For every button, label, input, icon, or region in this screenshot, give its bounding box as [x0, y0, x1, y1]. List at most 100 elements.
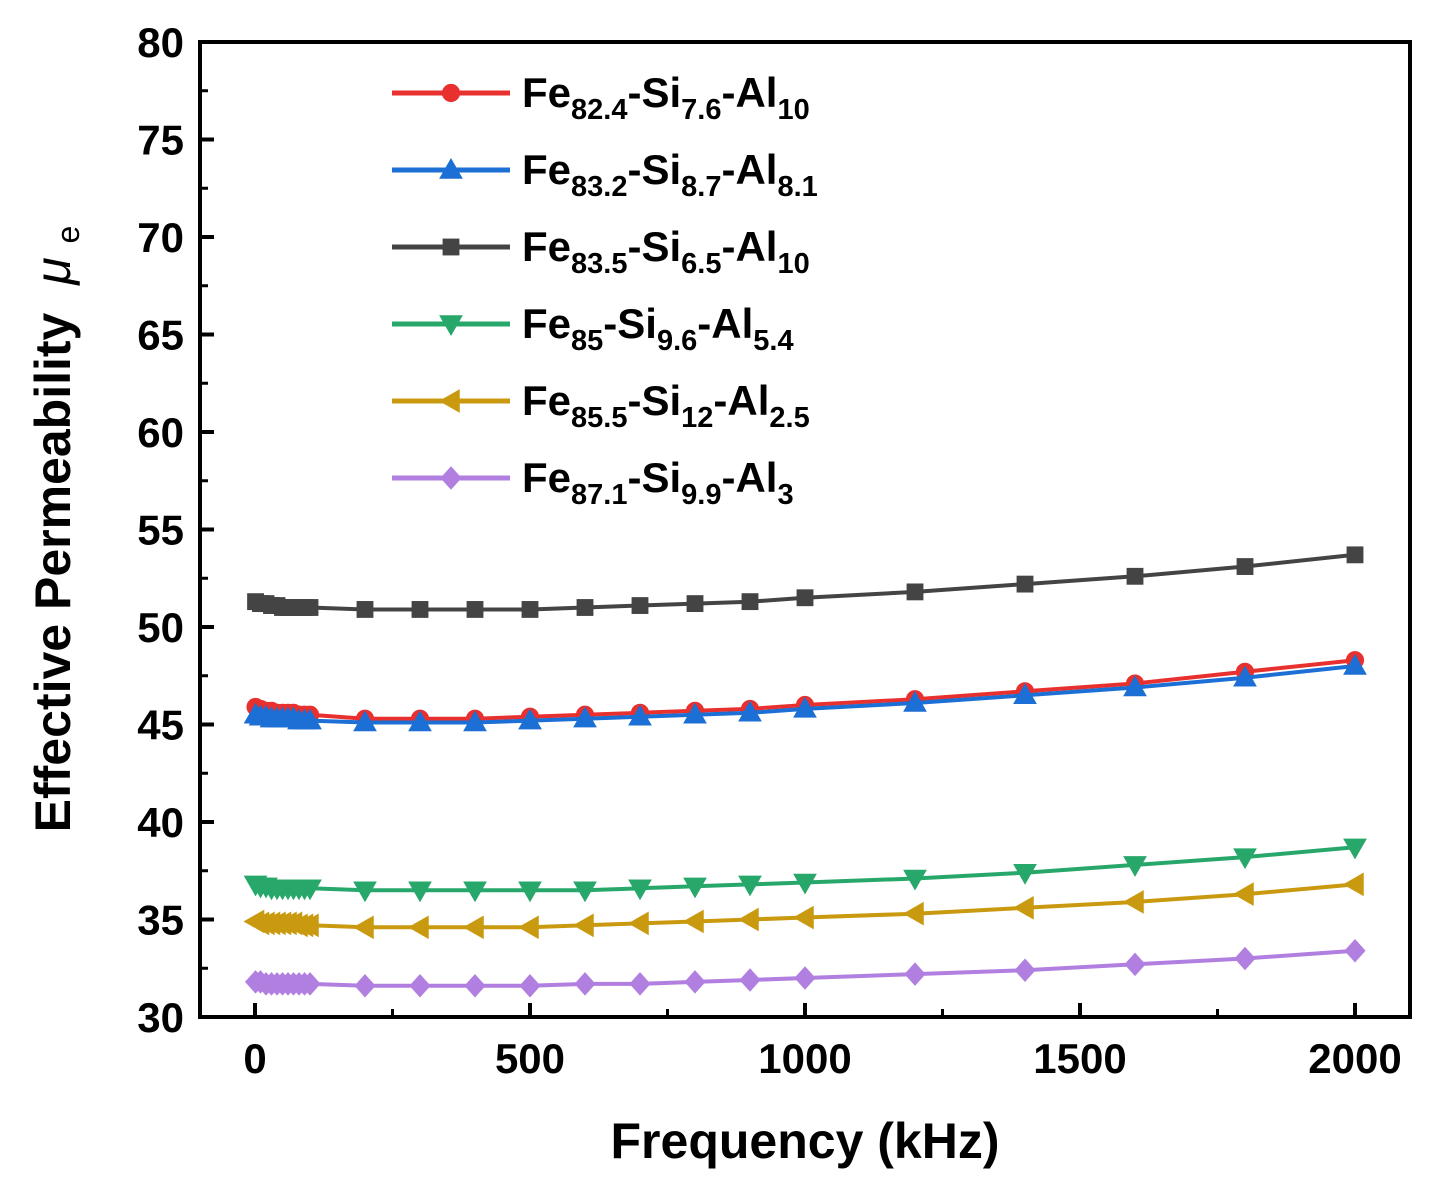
data-point	[573, 706, 597, 728]
data-point	[1343, 653, 1367, 675]
y-tick-label: 35	[137, 897, 184, 944]
legend-item: Fe82.4-Si7.6-Al10	[392, 69, 810, 126]
series-4	[243, 838, 1367, 903]
data-point	[1013, 683, 1037, 704]
data-point	[353, 710, 377, 732]
legend-marker	[440, 466, 462, 490]
data-point	[463, 881, 487, 903]
data-point	[628, 879, 652, 901]
x-tick-label: 0	[243, 1035, 266, 1082]
data-point	[741, 593, 759, 611]
data-point	[297, 913, 319, 938]
data-point	[463, 710, 487, 732]
data-point	[1344, 938, 1366, 963]
y-tick-label: 75	[137, 117, 184, 164]
legend-label: Fe85.5-Si12-Al2.5	[522, 377, 810, 434]
data-point	[737, 907, 759, 932]
legend-marker	[439, 315, 463, 337]
data-point	[408, 881, 432, 903]
data-point	[628, 704, 652, 726]
data-point	[684, 970, 706, 994]
svg-text:Effective Permeability μ: Effective Permeability μ e	[25, 226, 86, 833]
y-tick-label: 60	[137, 409, 184, 456]
data-point	[576, 599, 594, 616]
y-tick-label: 55	[137, 507, 184, 554]
data-point	[738, 875, 762, 897]
data-point	[408, 710, 432, 732]
data-point	[519, 974, 541, 998]
data-point	[1232, 882, 1254, 907]
data-point	[521, 601, 539, 618]
y-axis-symbol: μ	[25, 257, 81, 286]
data-point	[1016, 575, 1034, 593]
data-point	[298, 879, 322, 901]
data-point	[572, 913, 594, 938]
data-point	[1123, 856, 1147, 877]
y-axis-symbol-sub: e	[50, 226, 86, 244]
data-point	[906, 583, 924, 601]
series-6	[244, 938, 1366, 998]
x-axis-title: Frequency (kHz)	[611, 1113, 1000, 1169]
data-point	[902, 901, 924, 926]
data-point	[793, 873, 817, 895]
data-point	[517, 915, 539, 940]
legend-item: Fe85.5-Si12-Al2.5	[392, 377, 810, 434]
y-tick-label: 45	[137, 702, 184, 749]
data-point	[1346, 546, 1364, 564]
y-tick-label: 50	[137, 604, 184, 651]
data-point	[1126, 567, 1144, 585]
y-axis-title: Effective Permeability μ e	[25, 226, 86, 833]
series-layer	[243, 546, 1367, 998]
data-point	[352, 915, 374, 940]
data-point	[683, 702, 707, 724]
y-tick-label: 80	[137, 19, 184, 66]
legend-label: Fe83.2-Si8.7-Al8.1	[522, 146, 818, 203]
data-point	[1233, 665, 1257, 687]
y-tick-label: 70	[137, 214, 184, 261]
data-point	[627, 911, 649, 936]
data-point	[407, 915, 429, 940]
data-point	[462, 915, 484, 940]
data-point	[298, 708, 322, 730]
data-point	[411, 601, 429, 618]
data-point	[903, 691, 927, 712]
data-point	[629, 972, 651, 996]
data-point	[1124, 952, 1146, 977]
data-point	[354, 974, 376, 998]
data-point	[1122, 890, 1144, 914]
data-point	[574, 972, 596, 996]
data-point	[682, 909, 704, 934]
data-point	[1343, 838, 1367, 860]
y-tick-label: 65	[137, 312, 184, 359]
data-point	[1234, 946, 1256, 971]
data-point	[1012, 895, 1034, 920]
data-point	[739, 968, 761, 992]
data-point	[409, 974, 431, 998]
y-axis-title-text: Effective Permeability	[25, 312, 81, 832]
data-point	[464, 974, 486, 998]
data-point	[466, 601, 484, 618]
legend-label: Fe85-Si9.6-Al5.4	[522, 300, 794, 357]
x-tick-label: 1000	[758, 1035, 851, 1082]
data-point	[1123, 675, 1147, 697]
data-point	[796, 589, 814, 607]
data-point	[793, 696, 817, 718]
data-point	[1233, 848, 1257, 870]
legend-marker	[438, 389, 460, 413]
data-point	[683, 877, 707, 899]
legend-label: Fe83.5-Si6.5-Al10	[522, 223, 810, 280]
data-point	[1236, 558, 1254, 575]
x-tick-label: 1500	[1033, 1035, 1126, 1082]
legend-item: Fe83.5-Si6.5-Al10	[392, 223, 810, 280]
legend: Fe82.4-Si7.6-Al10 Fe83.2-Si8.7-Al8.1 Fe83.…	[392, 69, 818, 511]
legend-marker	[441, 83, 461, 103]
data-point	[1014, 958, 1036, 982]
data-point	[903, 869, 927, 891]
x-tick-label: 500	[495, 1035, 565, 1082]
legend-label: Fe87.1-Si9.9-Al3	[522, 454, 794, 511]
legend-item: Fe83.2-Si8.7-Al8.1	[392, 146, 818, 203]
data-point	[794, 966, 816, 990]
data-point	[301, 599, 319, 616]
data-point	[573, 881, 597, 903]
